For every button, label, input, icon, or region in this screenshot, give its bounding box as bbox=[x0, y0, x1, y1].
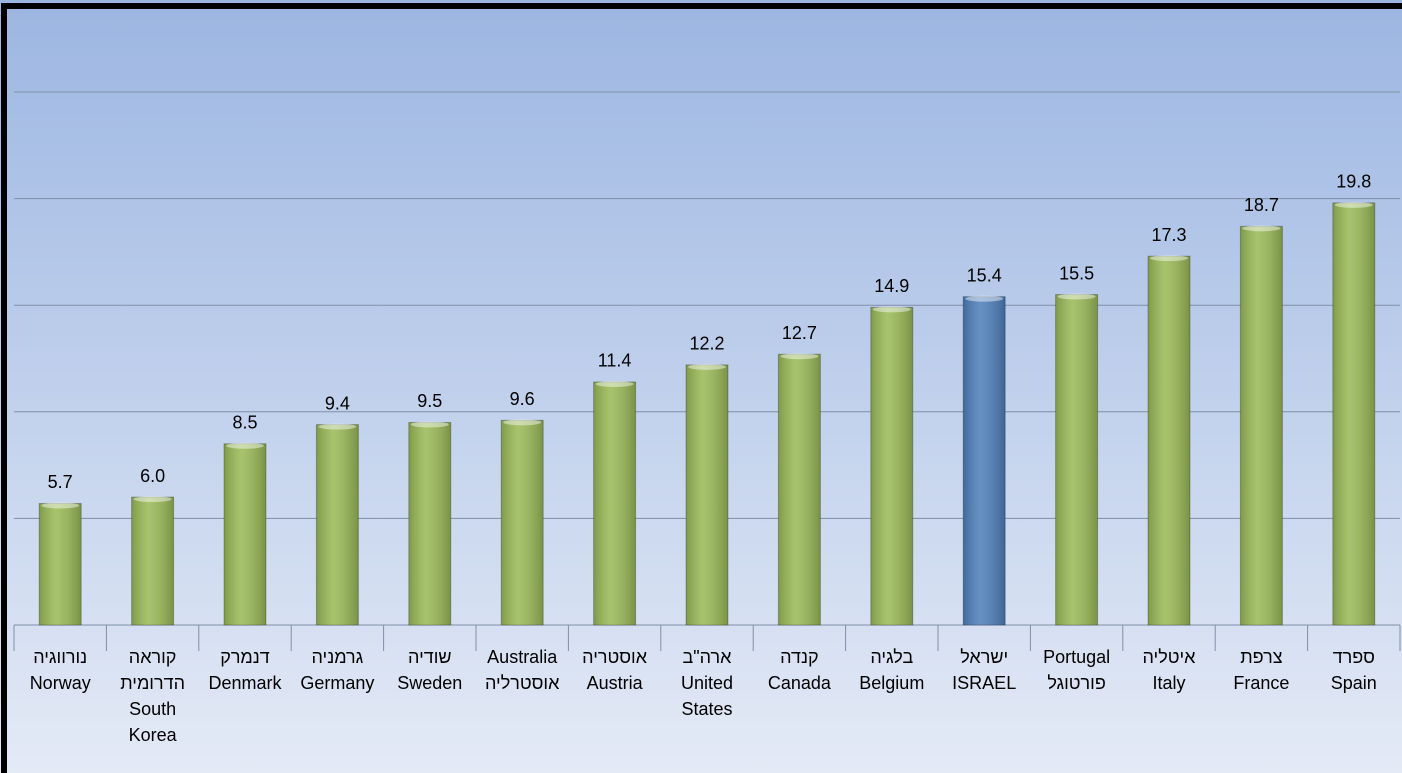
x-tick-label: Denmark bbox=[208, 673, 282, 693]
frame bbox=[1, 3, 1402, 773]
value-label: 17.3 bbox=[1151, 225, 1186, 245]
x-tick-label: צרפת bbox=[1240, 647, 1282, 667]
x-tick-label: גרמניה bbox=[312, 647, 364, 667]
bar-cap bbox=[595, 380, 634, 387]
bar-cap bbox=[1057, 293, 1096, 300]
bar bbox=[685, 364, 729, 626]
x-tick-label: הדרומית bbox=[120, 673, 185, 693]
bar-cap bbox=[133, 496, 172, 503]
bar-cap bbox=[41, 502, 80, 509]
x-tick-label: Austria bbox=[587, 673, 644, 693]
x-tick-label: ישראל bbox=[960, 647, 1008, 667]
x-tick-label: ספרד bbox=[1333, 647, 1375, 667]
x-tick-label: נורווגיה bbox=[33, 647, 87, 667]
x-tick-label: קנדה bbox=[780, 647, 818, 667]
x-tick-label: South bbox=[129, 699, 176, 719]
value-label: 11.4 bbox=[598, 351, 632, 371]
x-tick-label: Germany bbox=[300, 673, 374, 693]
x-tick-label: Italy bbox=[1152, 673, 1185, 693]
value-label: 9.5 bbox=[417, 391, 442, 411]
bar-cap bbox=[318, 423, 357, 430]
x-tick-label: Sweden bbox=[397, 673, 462, 693]
x-tick-label: Belgium bbox=[859, 673, 924, 693]
bar-cap bbox=[503, 419, 542, 426]
bar-cap bbox=[688, 363, 726, 370]
x-tick-label: Australia bbox=[487, 647, 558, 667]
x-tick-label: Norway bbox=[30, 673, 91, 693]
x-tick-label: Korea bbox=[129, 725, 178, 745]
value-label: 15.4 bbox=[967, 265, 1002, 285]
bar bbox=[1147, 255, 1191, 626]
x-tick-label: Spain bbox=[1331, 673, 1377, 693]
value-label: 19.8 bbox=[1336, 172, 1371, 192]
value-label: 18.7 bbox=[1244, 195, 1279, 215]
bar bbox=[1055, 294, 1099, 626]
bar bbox=[593, 381, 637, 626]
bar bbox=[500, 419, 544, 626]
value-label: 5.7 bbox=[48, 472, 73, 492]
x-tick-label: בלגיה bbox=[870, 647, 913, 667]
bar bbox=[131, 496, 175, 626]
x-tick-label: Portugal bbox=[1043, 647, 1110, 667]
bar-cap bbox=[965, 295, 1004, 302]
x-tick-label: פורטוגל bbox=[1047, 673, 1105, 693]
bar bbox=[38, 502, 82, 626]
value-label: 12.2 bbox=[689, 334, 724, 354]
value-label: 12.7 bbox=[782, 323, 817, 343]
x-tick-label: Canada bbox=[768, 673, 832, 693]
value-label: 9.6 bbox=[510, 389, 535, 409]
bar bbox=[1239, 225, 1283, 626]
bar bbox=[223, 443, 267, 626]
bar bbox=[870, 306, 914, 626]
bar bbox=[777, 353, 821, 626]
bar bbox=[315, 424, 359, 626]
bar bbox=[962, 296, 1006, 626]
bar-cap bbox=[1150, 255, 1188, 262]
bar-cap bbox=[226, 442, 264, 449]
value-label: 14.9 bbox=[874, 276, 909, 296]
value-label: 8.5 bbox=[232, 413, 257, 433]
x-tick-label: אוסטריה bbox=[582, 647, 648, 667]
x-tick-label: France bbox=[1233, 673, 1289, 693]
x-tick-label: States bbox=[681, 699, 732, 719]
value-label: 15.5 bbox=[1059, 263, 1094, 283]
bar-cap bbox=[1334, 201, 1373, 208]
x-tick-label: United bbox=[681, 673, 733, 693]
x-tick-label: אוסטרליה bbox=[485, 673, 560, 693]
bar-cap bbox=[1242, 225, 1281, 232]
x-tick-label: דנמרק bbox=[220, 647, 270, 667]
x-tick-label: שודיה bbox=[408, 647, 452, 667]
bar-cap bbox=[410, 421, 449, 428]
bar-cap bbox=[780, 353, 819, 360]
x-tick-label: ארה"ב bbox=[683, 647, 733, 667]
x-tick-label: קוראה bbox=[129, 647, 177, 667]
bar bbox=[408, 421, 452, 626]
x-tick-label: ISRAEL bbox=[952, 673, 1016, 693]
bar-cap bbox=[872, 306, 911, 313]
value-label: 6.0 bbox=[140, 466, 165, 486]
x-tick-label: איטליה bbox=[1143, 647, 1197, 667]
bar bbox=[1332, 202, 1376, 626]
value-label: 9.4 bbox=[325, 393, 350, 413]
